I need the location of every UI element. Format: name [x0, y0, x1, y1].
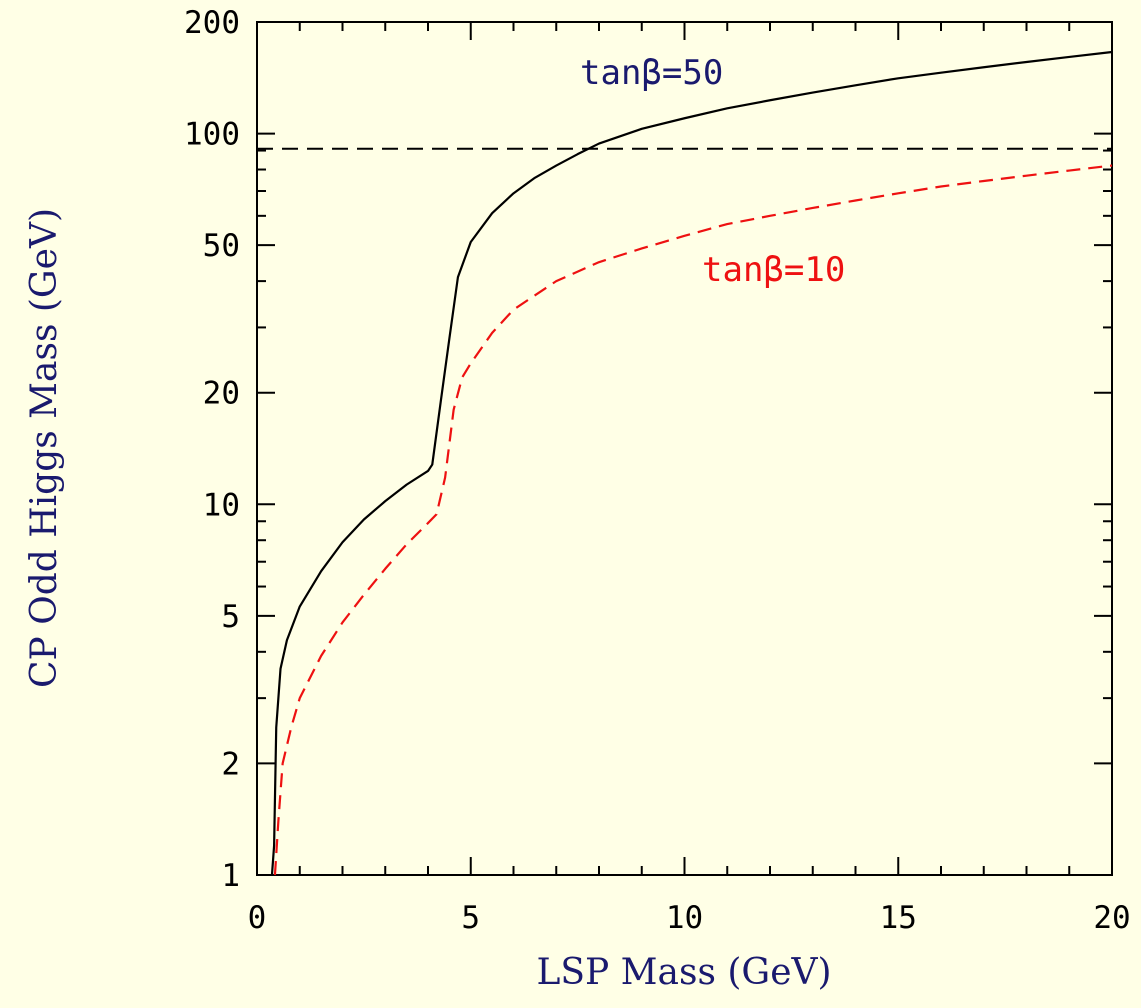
plot-frame	[256, 21, 1113, 876]
axis-ticks: 0 5 10 15 20 1 2 5 10 20 50 100 200	[184, 5, 1131, 936]
y-tick-label: 5	[221, 599, 240, 635]
x-axis-title: LSP Mass (GeV)	[536, 952, 831, 993]
y-tick-label: 20	[203, 376, 240, 412]
x-tick-label: 0	[248, 900, 267, 936]
x-tick-label: 10	[666, 900, 703, 936]
series-lines	[270, 50, 1113, 876]
y-axis-title: CP Odd Higgs Mass (GeV)	[24, 208, 65, 688]
labels: tanβ=50 tanβ=10 LSP Mass (GeV) CP Odd Hi…	[24, 53, 845, 993]
x-tick-label: 20	[1093, 900, 1130, 936]
series-line-tanbeta-10	[273, 164, 1113, 876]
x-tick-label: 15	[880, 900, 917, 936]
y-tick-label: 2	[221, 746, 240, 782]
series-label-tanbeta-50: tanβ=50	[580, 53, 723, 93]
series-label-tanbeta-10: tanβ=10	[702, 250, 845, 290]
y-tick-label: 200	[184, 5, 240, 41]
series-line-tanbeta-50	[270, 50, 1113, 876]
y-tick-label: 1	[221, 858, 240, 894]
y-tick-label: 100	[184, 117, 240, 153]
y-tick-label: 50	[203, 228, 240, 264]
y-tick-label: 10	[203, 487, 240, 523]
x-tick-label: 5	[461, 900, 480, 936]
